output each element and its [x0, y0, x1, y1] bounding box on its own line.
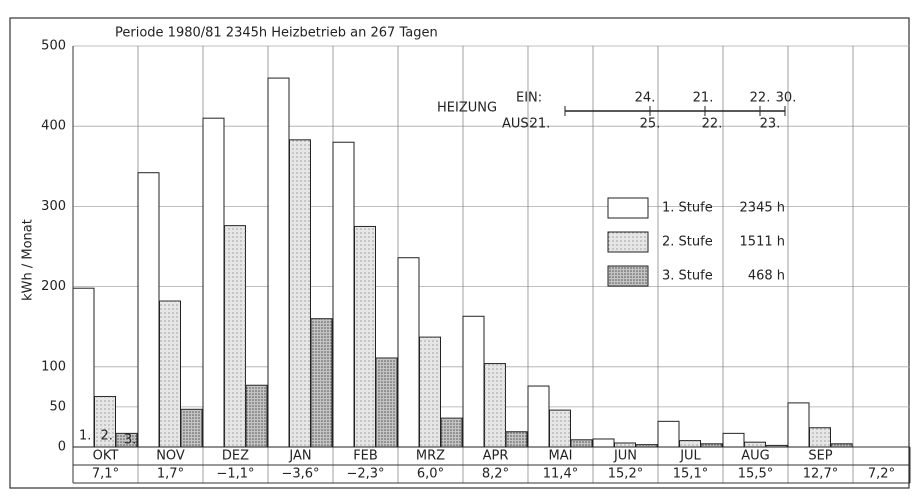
temperature: 7,1°	[92, 467, 119, 482]
heating-off: 23.	[760, 117, 781, 132]
y-tick-label: 300	[41, 199, 66, 214]
bar	[202, 117, 225, 448]
bar	[809, 427, 831, 448]
bar	[830, 443, 853, 448]
x-tick-label: JUL	[679, 449, 701, 464]
bar	[332, 141, 355, 448]
bar	[635, 444, 658, 448]
bar	[484, 363, 506, 448]
y-tick-label: 0	[58, 440, 66, 455]
bar	[419, 336, 441, 448]
bar	[72, 287, 95, 448]
bar	[765, 444, 788, 448]
bar	[310, 318, 333, 448]
heating-on: 30.	[776, 91, 797, 106]
bar-label: 3.	[124, 433, 136, 448]
temperature: −1,1°	[216, 467, 254, 482]
legend-swatch-pattern	[608, 266, 648, 286]
chart-title: Periode 1980/81 2345h Heizbetrieb an 267…	[115, 26, 438, 41]
temperature: 11,4°	[543, 467, 578, 482]
y-tick-label: 100	[41, 359, 66, 374]
heating-off-label: AUS:	[502, 117, 533, 132]
temperature: 1,7°	[157, 467, 184, 482]
heating-off: 22.	[702, 117, 723, 132]
bar	[570, 439, 593, 448]
temperature: −3,6°	[281, 467, 319, 482]
bar	[180, 408, 203, 448]
bar	[159, 300, 181, 448]
y-tick-label: 200	[41, 279, 66, 294]
legend-label: 3. Stufe	[662, 269, 713, 284]
bar	[375, 357, 398, 448]
temperature: 15,5°	[738, 467, 773, 482]
bar	[700, 443, 723, 448]
bar	[462, 315, 485, 448]
bar	[679, 440, 701, 448]
legend-label: 1. Stufe	[662, 201, 713, 216]
heating-on: 22.	[750, 91, 771, 106]
temperature: 15,1°	[673, 467, 708, 482]
bar	[722, 432, 745, 448]
bar	[657, 420, 680, 448]
legend-swatch-pattern	[608, 232, 648, 252]
x-tick-label: AUG	[741, 449, 769, 464]
x-tick-label: OKT	[93, 449, 119, 464]
x-tick-label: NOV	[156, 449, 185, 464]
temperature: 8,2°	[482, 467, 509, 482]
legend-label: 2. Stufe	[662, 235, 713, 250]
x-tick-label: FEB	[353, 449, 378, 464]
bar	[744, 441, 766, 448]
legend-swatch	[607, 197, 649, 219]
legend-total: 1511 h	[740, 235, 785, 250]
bar	[440, 417, 463, 448]
bar	[267, 77, 290, 448]
heating-on-label: EIN:	[516, 91, 542, 106]
bar	[354, 225, 376, 448]
heating-off: 21.	[530, 117, 551, 132]
outer-frame	[9, 17, 910, 489]
x-tick-label: SEP	[808, 449, 832, 464]
temperature: 6,0°	[417, 467, 444, 482]
x-tick-label: DEZ	[222, 449, 249, 464]
annual-temperature: 7,2°	[868, 467, 895, 482]
heating-on: 24.	[635, 91, 656, 106]
temperature: 15,2°	[608, 467, 643, 482]
bar	[787, 402, 810, 448]
heating-on: 21.	[693, 91, 714, 106]
legend-total: 2345 h	[740, 201, 785, 216]
bar	[289, 139, 311, 448]
bar	[224, 225, 246, 448]
bar	[505, 431, 528, 448]
x-tick-label: MAI	[549, 449, 573, 464]
bar	[614, 442, 636, 448]
x-tick-label: JAN	[288, 449, 311, 464]
y-tick-label: 500	[41, 39, 66, 54]
temperature: 12,7°	[803, 467, 838, 482]
bar	[549, 409, 571, 448]
x-tick-label: APR	[483, 449, 509, 464]
y-tick-label: 400	[41, 119, 66, 134]
bar	[137, 172, 160, 448]
bar-label: 1.	[79, 429, 91, 444]
bar	[527, 385, 550, 448]
temperature: −2,3°	[346, 467, 384, 482]
x-tick-label: MRZ	[416, 449, 445, 464]
x-tick-label: JUN	[613, 449, 637, 464]
y-axis-label: kWh / Monat	[21, 219, 36, 301]
bar-label: 2.	[101, 429, 113, 444]
legend-total: 468 h	[748, 269, 785, 284]
bar	[245, 384, 268, 448]
heating-off: 25.	[640, 117, 661, 132]
heating-label: HEIZUNG	[437, 101, 497, 116]
y-tick-label: 50	[49, 399, 66, 414]
bar	[397, 257, 420, 448]
bar	[592, 438, 615, 448]
